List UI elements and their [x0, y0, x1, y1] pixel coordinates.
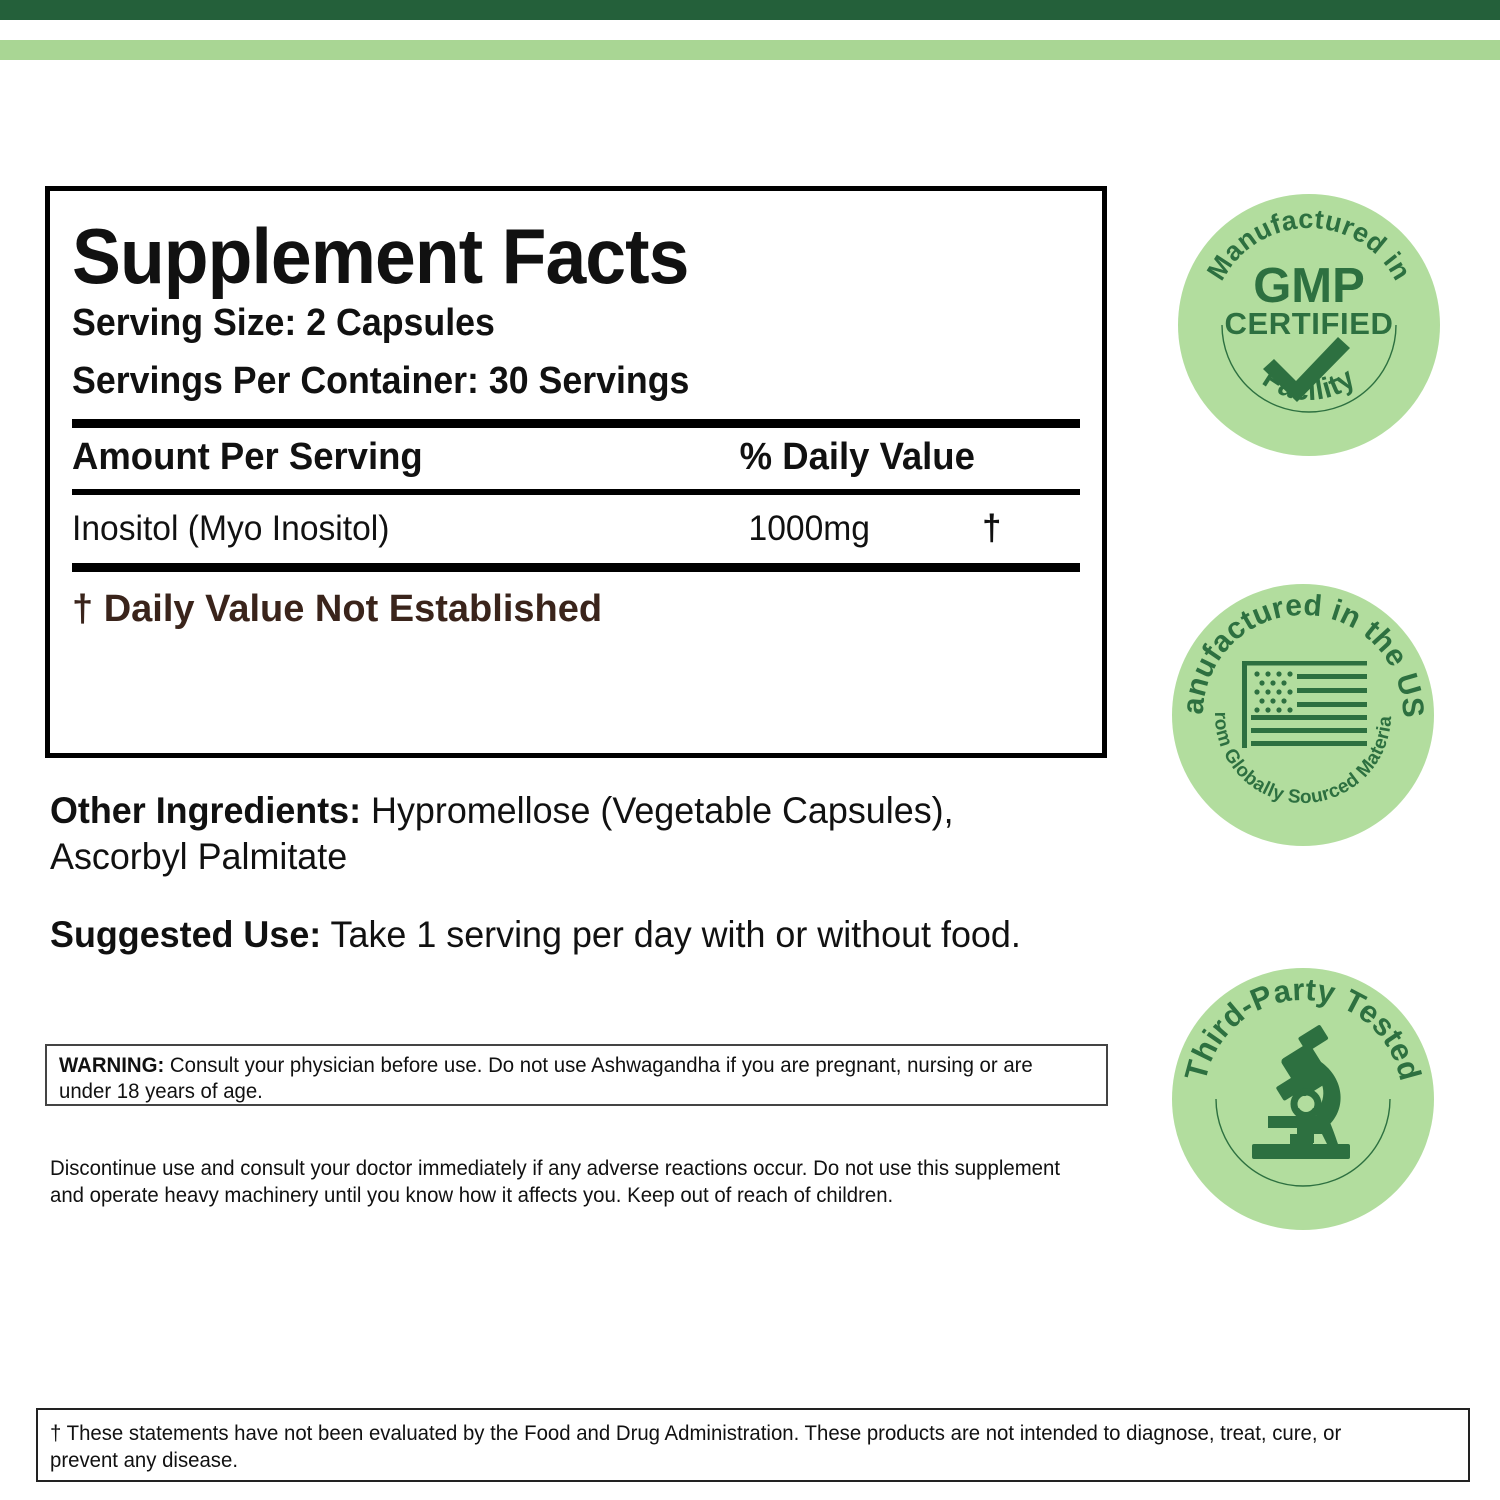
- divider-rule-bottom: [72, 563, 1080, 572]
- table-header-row: Amount Per Serving % Daily Value: [72, 428, 1040, 489]
- third-party-tested-badge: Third-Party Tested: [1172, 968, 1434, 1230]
- fda-disclaimer-text: † These statements have not been evaluat…: [50, 1422, 1342, 1472]
- fda-disclaimer-box: † These statements have not been evaluat…: [36, 1408, 1470, 1482]
- other-ingredients-text: Hypromellose (Vegetable Capsules), Ascor…: [50, 790, 954, 877]
- gmp-certified-text: CERTIFIED: [1224, 306, 1393, 341]
- other-ingredients-paragraph: Other Ingredients: Hypromellose (Vegetab…: [50, 788, 1064, 880]
- divider-rule-mid: [72, 489, 1080, 495]
- warning-paragraph: WARNING: Consult your physician before u…: [59, 1053, 1063, 1105]
- suggested-use-text: Take 1 serving per day with or without f…: [321, 914, 1021, 955]
- divider-rule-top: [72, 419, 1080, 428]
- other-ingredients-label: Other Ingredients:: [50, 790, 362, 831]
- column-header-daily-value: % Daily Value: [739, 436, 975, 478]
- usa-manufactured-badge: Manufactured in the USA From Globally So…: [1172, 584, 1434, 846]
- suggested-use-label: Suggested Use:: [50, 914, 322, 955]
- badge-inner-arc: [1221, 324, 1397, 413]
- supplement-facts-title: Supplement Facts: [72, 212, 689, 300]
- top-light-green-bar: [0, 40, 1500, 60]
- warning-text: Consult your physician before use. Do no…: [59, 1054, 1033, 1103]
- checkmark-icon: [1263, 337, 1350, 402]
- badge-inner-arc: [1215, 1098, 1391, 1187]
- warning-label: WARNING:: [59, 1054, 165, 1077]
- ingredient-name: Inositol (Myo Inositol): [72, 509, 390, 548]
- suggested-use-paragraph: Suggested Use: Take 1 serving per day wi…: [50, 912, 1064, 958]
- serving-size-text: Serving Size: 2 Capsules: [72, 302, 495, 344]
- badge-circle: [1178, 194, 1440, 456]
- usa-flag-icon: [1242, 661, 1367, 748]
- gmp-main-text: GMP: [1253, 259, 1365, 313]
- microscope-icon: [1252, 1025, 1350, 1159]
- column-header-amount: Amount Per Serving: [72, 436, 423, 478]
- servings-per-container-text: Servings Per Container: 30 Servings: [72, 360, 690, 402]
- top-dark-green-bar: [0, 0, 1500, 20]
- gmp-certified-badge: Manufactured in Facility GMP CERTIFIED: [1178, 194, 1440, 456]
- ingredient-daily-value: †: [982, 507, 1002, 548]
- ingredient-amount: 1000mg: [748, 509, 870, 548]
- daily-value-footnote: † Daily Value Not Established: [72, 588, 603, 630]
- supplement-facts-panel: Supplement Facts Serving Size: 2 Capsule…: [45, 186, 1107, 758]
- table-row: Inositol (Myo Inositol) 1000mg †: [72, 495, 1040, 563]
- discontinue-notice: Discontinue use and consult your doctor …: [50, 1157, 1060, 1207]
- warning-box: WARNING: Consult your physician before u…: [45, 1044, 1108, 1106]
